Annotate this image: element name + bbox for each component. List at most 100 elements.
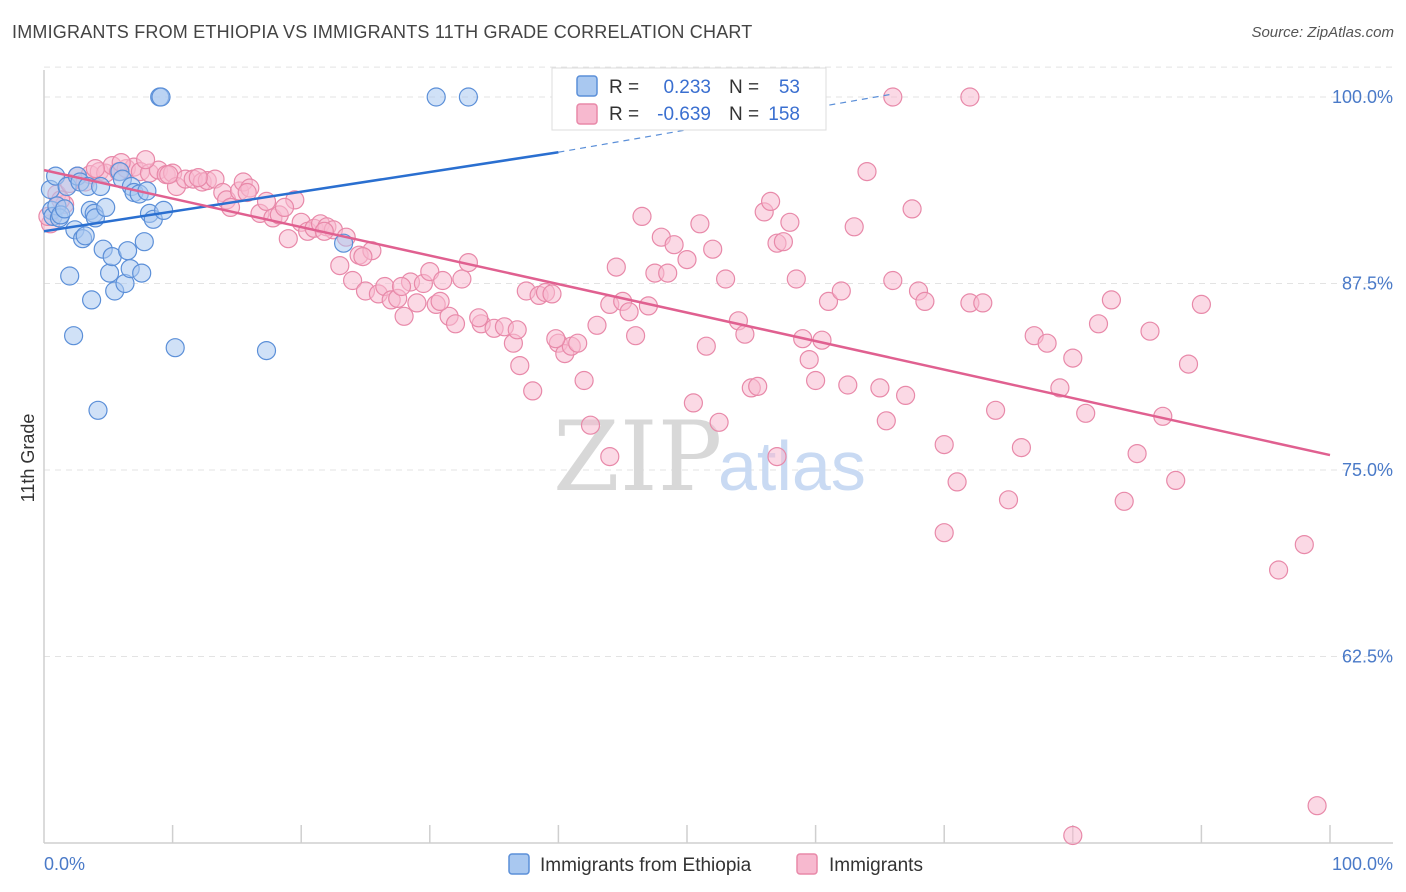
chart-title: IMMIGRANTS FROM ETHIOPIA VS IMMIGRANTS 1… <box>12 22 753 42</box>
data-point <box>844 217 864 237</box>
stats-box: R = 0.233 N = 53 R = -0.639 N = 158 <box>551 67 827 131</box>
data-point <box>343 270 363 291</box>
data-point <box>883 270 903 291</box>
axes <box>43 70 1393 844</box>
data-point <box>1011 438 1032 458</box>
legend-label-immigrants: Immigrants <box>829 855 923 876</box>
data-point <box>773 232 794 252</box>
stats-r-label-immigrants: R = <box>609 104 639 125</box>
data-point <box>876 411 896 431</box>
data-point <box>895 385 916 405</box>
data-point <box>767 447 787 467</box>
x-tick-label-start: 0.0% <box>44 854 85 874</box>
data-point <box>1140 321 1160 341</box>
data-point <box>188 168 208 188</box>
data-point <box>256 341 277 361</box>
data-point <box>523 381 543 401</box>
data-point <box>625 326 646 346</box>
data-point <box>786 269 806 289</box>
data-point <box>934 523 954 543</box>
data-point <box>391 276 412 297</box>
trend-line-ethiopia <box>43 150 559 233</box>
data-point <box>587 315 607 335</box>
data-point <box>619 302 639 322</box>
data-point <box>606 257 626 277</box>
ethiopia-points <box>40 87 478 420</box>
data-point <box>690 214 710 234</box>
legend-swatch-ethiopia <box>508 853 530 875</box>
data-point <box>818 291 839 311</box>
data-point <box>1127 444 1147 464</box>
data-point <box>151 87 171 107</box>
data-point <box>237 182 257 203</box>
data-point <box>805 370 826 391</box>
data-point <box>63 326 84 346</box>
data-point <box>831 281 851 301</box>
data-point <box>88 400 108 420</box>
data-point <box>546 329 566 349</box>
stats-n-value-ethiopia: 53 <box>779 77 800 98</box>
data-point <box>703 239 723 259</box>
y-tick-label: 87.5% <box>1342 274 1393 294</box>
data-point <box>510 356 530 376</box>
data-point <box>985 400 1006 420</box>
legend-swatch-immigrants <box>796 853 818 875</box>
data-point <box>760 191 781 211</box>
data-point <box>433 270 453 291</box>
source-note: Source: ZipAtlas.com <box>1251 24 1394 41</box>
data-point <box>60 266 80 286</box>
data-point <box>159 165 179 185</box>
data-point <box>1076 403 1096 423</box>
data-point <box>407 293 427 313</box>
y-tick-label: 75.0% <box>1342 460 1393 480</box>
data-point <box>960 87 980 107</box>
data-point <box>664 235 684 255</box>
data-point <box>458 87 478 107</box>
data-point <box>1114 491 1134 511</box>
y-tick-labels: 62.5% 75.0% 87.5% 100.0% <box>1332 87 1393 667</box>
data-point <box>99 263 120 283</box>
data-point <box>136 150 156 170</box>
data-point <box>1063 825 1083 846</box>
data-point <box>1101 290 1122 310</box>
data-point <box>883 87 903 107</box>
data-point <box>96 197 116 217</box>
data-point <box>715 269 736 289</box>
stats-n-value-immigrants: 158 <box>768 104 800 125</box>
data-point <box>426 87 446 107</box>
data-point <box>1063 348 1083 368</box>
stats-n-label-ethiopia: N = <box>729 77 759 98</box>
data-point <box>1037 333 1057 353</box>
data-point <box>274 197 295 217</box>
data-point <box>430 291 450 311</box>
data-point <box>85 159 106 179</box>
data-point <box>1050 378 1070 398</box>
stats-swatch-immigrants <box>576 103 598 125</box>
watermark-atlas: atlas <box>718 427 866 505</box>
data-point <box>857 162 877 182</box>
data-point <box>568 333 588 353</box>
data-point <box>542 284 562 304</box>
data-point <box>507 320 527 340</box>
data-point <box>870 378 890 398</box>
data-point <box>683 393 704 413</box>
data-point <box>330 256 350 276</box>
data-point <box>394 306 414 326</box>
y-tick-label: 62.5% <box>1342 647 1393 667</box>
data-point <box>838 375 858 395</box>
data-point <box>1191 294 1212 314</box>
data-point <box>445 314 466 334</box>
stats-r-value-immigrants: -0.639 <box>657 104 711 125</box>
data-point <box>134 232 154 252</box>
data-point <box>1307 796 1327 816</box>
stats-swatch-ethiopia <box>576 75 598 97</box>
data-point <box>947 472 967 492</box>
data-point <box>915 291 935 311</box>
data-point <box>1166 470 1186 490</box>
data-point <box>278 229 298 249</box>
data-point <box>600 447 620 467</box>
data-point <box>353 247 373 267</box>
data-point <box>165 338 185 358</box>
watermark-zip: ZIP <box>553 401 722 513</box>
